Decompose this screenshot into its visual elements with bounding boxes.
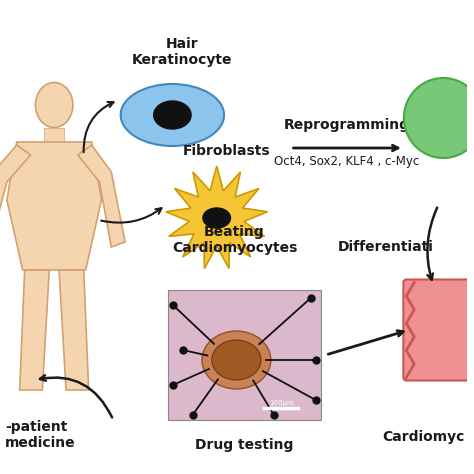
Ellipse shape (154, 101, 191, 129)
Text: Cardiomyc: Cardiomyc (383, 430, 465, 444)
Text: Fibroblasts: Fibroblasts (183, 144, 270, 158)
Polygon shape (20, 270, 49, 390)
Polygon shape (0, 145, 30, 245)
Polygon shape (59, 270, 89, 390)
Ellipse shape (212, 340, 261, 380)
Text: Oct4, Sox2, KLF4 , c-Myc: Oct4, Sox2, KLF4 , c-Myc (274, 155, 419, 168)
Ellipse shape (36, 82, 73, 128)
Text: 100μm: 100μm (269, 400, 293, 406)
Ellipse shape (203, 208, 230, 228)
Text: Reprogramming: Reprogramming (284, 118, 410, 132)
Text: Hair
Keratinocyte: Hair Keratinocyte (132, 37, 232, 67)
FancyBboxPatch shape (403, 280, 474, 381)
Text: Differentiati: Differentiati (337, 240, 433, 254)
Text: Beating
Cardiomyocytes: Beating Cardiomyocytes (172, 225, 297, 255)
Polygon shape (166, 166, 267, 268)
Text: Drug testing: Drug testing (195, 438, 293, 452)
FancyBboxPatch shape (168, 290, 320, 420)
Ellipse shape (404, 78, 474, 158)
Polygon shape (78, 145, 125, 247)
Polygon shape (45, 128, 64, 142)
Ellipse shape (202, 331, 271, 389)
Text: -patient
medicine: -patient medicine (5, 420, 75, 450)
Polygon shape (7, 142, 101, 270)
Ellipse shape (121, 84, 224, 146)
